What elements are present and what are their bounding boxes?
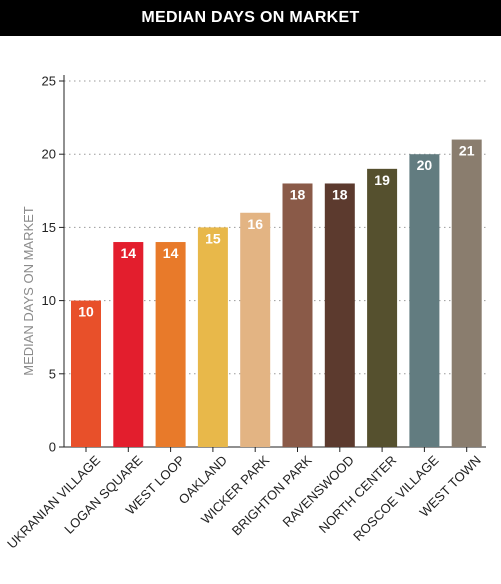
bar — [155, 242, 186, 447]
chart-title: MEDIAN DAYS ON MARKET — [0, 0, 501, 36]
bar — [197, 227, 228, 447]
bars: 10 14 14 15 16 18 18 19 20 21 — [71, 139, 482, 448]
bar — [282, 183, 313, 448]
bar — [240, 212, 271, 447]
y-tick-label: 0 — [49, 440, 56, 455]
data-label: 20 — [417, 157, 433, 173]
y-tick-label: 15 — [42, 220, 56, 235]
data-label: 14 — [163, 245, 179, 261]
data-label: 18 — [332, 186, 348, 202]
data-label: 14 — [121, 245, 137, 261]
data-label: 19 — [374, 172, 390, 188]
data-label: 15 — [205, 230, 221, 246]
bar — [113, 242, 144, 447]
bar — [324, 183, 355, 448]
bar — [367, 168, 398, 447]
data-label: 10 — [78, 304, 94, 320]
y-tick-labels: 0 5 10 15 20 25 — [42, 74, 56, 455]
x-category-label: BRIGHTON PARK — [229, 452, 315, 538]
data-label: 18 — [290, 186, 306, 202]
x-category-label: LOGAN SQUARE — [61, 452, 145, 536]
y-tick-label: 10 — [42, 293, 56, 308]
y-axis-title: MEDIAN DAYS ON MARKET — [21, 206, 36, 376]
y-tick-label: 25 — [42, 74, 56, 89]
y-tick-label: 20 — [42, 147, 56, 162]
data-label: 16 — [247, 216, 263, 232]
y-tick-label: 5 — [49, 366, 56, 381]
bar — [71, 300, 101, 447]
data-label: 21 — [459, 143, 475, 159]
bar — [451, 139, 482, 447]
bar — [409, 154, 440, 447]
x-category-label: NORTH CENTER — [316, 453, 399, 536]
bar-chart: 10 14 14 15 16 18 18 19 20 21 0 5 10 15 20 25 UKRANIAN… — [4, 74, 486, 552]
